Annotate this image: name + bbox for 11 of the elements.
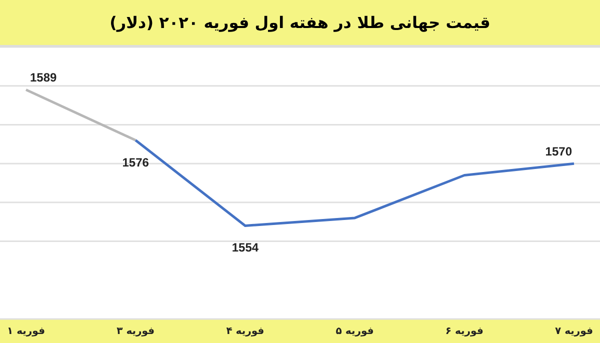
data-label: 1554 [232, 240, 259, 255]
data-label: 1576 [122, 155, 150, 170]
x-tick-label: ۵ فوریه [336, 326, 374, 338]
x-tick-label: ۷ فوریه [555, 326, 593, 338]
x-tick-label: ۴ فوریه [226, 326, 264, 338]
data-label: 1570 [545, 144, 572, 159]
chart-title: قیمت جهانی طلا در هفته اول فوریه ۲۰۲۰ (دلار) [0, 0, 600, 47]
data-label: 1589 [30, 70, 58, 85]
x-tick-label: ۳ فوریه [116, 326, 155, 338]
x-tick-label: ۱ فوریه [7, 326, 45, 338]
x-tick-label: ۶ فوریه [445, 326, 484, 338]
